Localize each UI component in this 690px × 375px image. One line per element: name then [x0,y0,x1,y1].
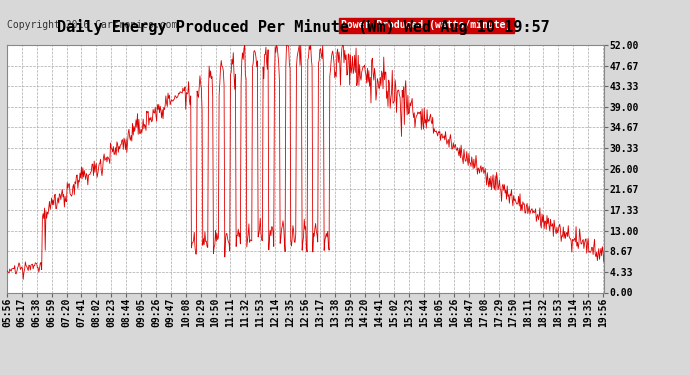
Text: Copyright 2016 Cartronics.com: Copyright 2016 Cartronics.com [7,20,177,30]
Text: Power Produced (watts/minute): Power Produced (watts/minute) [341,20,511,30]
Text: Daily Energy Produced Per Minute (Wm) Wed Aug 10 19:57: Daily Energy Produced Per Minute (Wm) We… [57,19,550,35]
